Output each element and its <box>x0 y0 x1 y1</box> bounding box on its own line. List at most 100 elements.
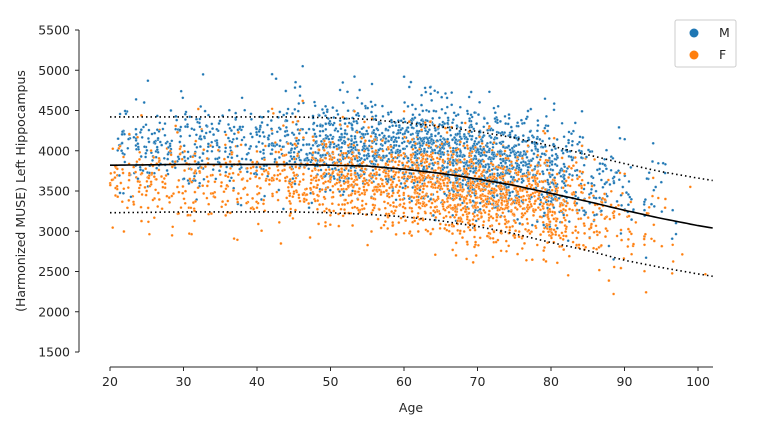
data-point-m <box>289 142 293 145</box>
data-point-m <box>413 116 417 120</box>
data-point-m <box>186 150 190 154</box>
data-point-m <box>405 128 408 132</box>
data-point-f <box>442 216 446 220</box>
data-point-m <box>605 194 609 198</box>
data-point-m <box>397 136 401 140</box>
data-point-m <box>552 206 556 210</box>
data-point-m <box>438 138 442 142</box>
data-point-m <box>235 137 239 141</box>
data-point-m <box>218 169 221 173</box>
data-point-m <box>538 202 542 206</box>
data-point-m <box>473 111 477 115</box>
data-point-m <box>338 88 342 92</box>
data-point-m <box>215 127 219 131</box>
data-point-m <box>452 190 456 193</box>
data-point-f <box>463 121 467 125</box>
data-point-m <box>194 133 198 137</box>
data-point-m <box>577 140 581 144</box>
data-point-m <box>424 90 428 94</box>
data-point-m <box>141 169 145 173</box>
data-point-m <box>273 157 277 161</box>
data-point-m <box>453 141 457 145</box>
data-point-f <box>592 246 596 250</box>
data-point-m <box>129 195 133 199</box>
data-point-m <box>218 119 222 123</box>
data-point-m <box>210 149 214 153</box>
data-point-f <box>382 168 386 172</box>
data-point-m <box>552 142 555 146</box>
data-point-m <box>226 136 230 140</box>
data-point-f <box>360 191 364 195</box>
data-point-m <box>195 145 199 149</box>
data-point-m <box>291 112 294 115</box>
data-point-m <box>537 161 541 164</box>
data-point-f <box>145 179 149 183</box>
data-point-m <box>494 142 498 146</box>
data-point-f <box>405 161 409 165</box>
data-point-m <box>403 132 407 135</box>
data-point-m <box>486 145 489 149</box>
data-point-m <box>142 125 145 129</box>
data-point-m <box>469 123 473 127</box>
data-point-m <box>501 140 505 144</box>
data-point-m <box>411 113 415 117</box>
data-point-f <box>325 151 329 155</box>
data-point-m <box>479 154 483 158</box>
data-point-m <box>410 126 414 130</box>
data-point-m <box>660 210 664 214</box>
data-point-f <box>132 165 136 169</box>
data-point-m <box>451 213 455 217</box>
data-point-m <box>424 129 428 133</box>
data-point-m <box>299 148 303 152</box>
data-point-f <box>402 202 406 206</box>
data-point-m <box>516 121 520 125</box>
data-point-m <box>533 140 537 144</box>
data-point-f <box>181 185 185 188</box>
data-point-f <box>446 181 449 185</box>
data-point-f <box>367 179 371 182</box>
data-point-m <box>674 232 678 236</box>
data-point-m <box>567 130 571 134</box>
data-point-f <box>703 272 707 276</box>
data-point-m <box>359 157 363 160</box>
data-point-m <box>582 163 586 167</box>
data-point-m <box>469 113 473 117</box>
data-point-m <box>257 140 261 144</box>
data-point-f <box>168 200 172 204</box>
data-point-m <box>340 132 344 136</box>
data-point-m <box>132 135 136 139</box>
data-point-m <box>144 155 148 159</box>
data-point-m <box>478 144 482 148</box>
data-point-m <box>571 129 575 133</box>
data-point-m <box>626 193 630 196</box>
data-point-m <box>446 121 450 125</box>
data-point-m <box>416 133 420 137</box>
data-point-m <box>490 168 494 172</box>
data-point-m <box>391 131 395 134</box>
data-point-m <box>414 107 418 111</box>
data-point-m <box>182 177 186 181</box>
data-point-m <box>296 109 300 113</box>
data-point-m <box>528 130 532 134</box>
data-point-m <box>359 140 363 144</box>
data-point-m <box>228 179 232 183</box>
data-point-m <box>198 181 202 185</box>
data-point-m <box>266 109 270 113</box>
data-point-m <box>453 136 456 140</box>
data-point-f <box>491 255 495 259</box>
data-point-m <box>552 108 556 112</box>
data-point-f <box>534 224 537 228</box>
data-point-f <box>388 203 392 207</box>
data-point-m <box>488 155 492 159</box>
data-point-m <box>314 135 318 139</box>
data-point-m <box>258 134 262 138</box>
data-point-m <box>155 128 159 132</box>
data-point-f <box>273 141 277 145</box>
data-point-f <box>538 215 542 219</box>
data-point-m <box>466 112 470 116</box>
data-point-m <box>371 154 375 158</box>
data-point-m <box>473 154 477 158</box>
data-point-m <box>435 139 439 143</box>
data-point-m <box>139 128 143 132</box>
data-point-m <box>321 153 325 157</box>
